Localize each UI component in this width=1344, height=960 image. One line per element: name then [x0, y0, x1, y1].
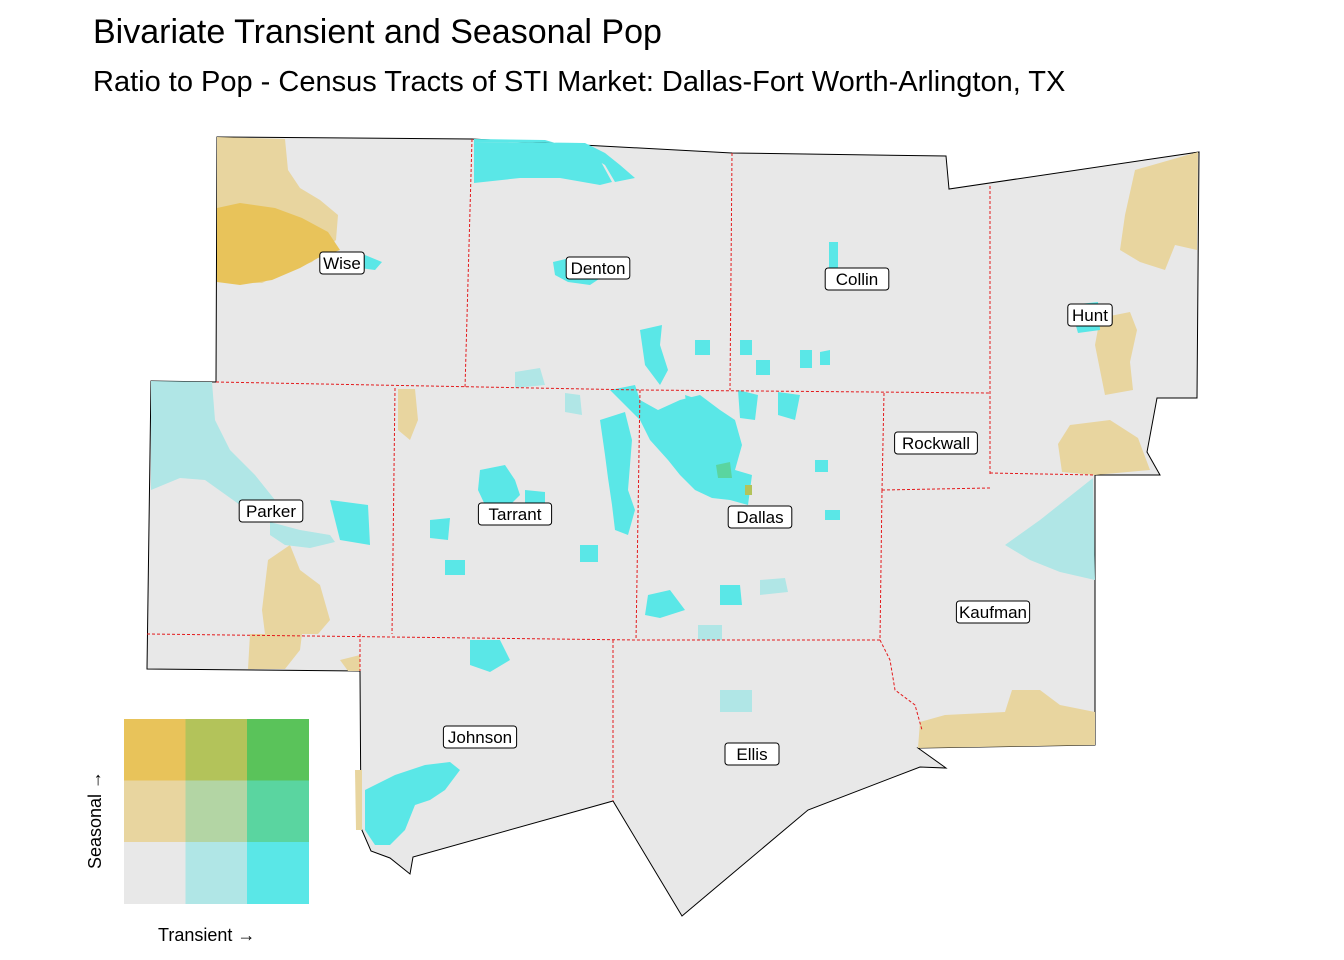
svg-text:Tarrant: Tarrant — [489, 505, 542, 524]
county-label-wise: Wise — [319, 251, 365, 275]
high-seasonal-tracts — [217, 203, 340, 285]
legend-y-label: Seasonal → — [85, 771, 105, 869]
svg-text:Kaufman: Kaufman — [959, 603, 1027, 622]
svg-text:Johnson: Johnson — [448, 728, 512, 747]
legend-cell — [124, 842, 186, 904]
county-label-collin: Collin — [824, 267, 890, 291]
legend-cell — [247, 842, 309, 904]
county-label-rockwall: Rockwall — [894, 431, 978, 455]
legend-x-label: Transient → — [158, 925, 255, 945]
legend-cell — [185, 842, 248, 904]
legend-cell — [185, 780, 248, 843]
bivariate-legend — [124, 719, 309, 904]
county-label-kaufman: Kaufman — [955, 600, 1031, 624]
county-label-denton: Denton — [565, 256, 631, 280]
county-label-dallas: Dallas — [727, 505, 793, 529]
legend-cell — [124, 719, 186, 781]
svg-text:Wise: Wise — [323, 254, 361, 273]
county-label-parker: Parker — [238, 499, 304, 523]
high-transient-tracts — [330, 139, 1100, 845]
legend-cell — [124, 780, 186, 843]
map-title: Bivariate Transient and Seasonal Pop — [93, 13, 662, 51]
mid-transient-tracts — [151, 368, 1095, 712]
county-boundaries — [146, 138, 1096, 801]
county-label-hunt: Hunt — [1067, 303, 1113, 327]
county-label-tarrant: Tarrant — [477, 502, 553, 526]
legend-cell — [247, 780, 309, 843]
svg-text:Hunt: Hunt — [1072, 306, 1108, 325]
svg-text:Denton: Denton — [571, 259, 626, 278]
svg-text:Collin: Collin — [836, 270, 879, 289]
svg-text:Parker: Parker — [246, 502, 296, 521]
legend-cell — [185, 719, 248, 781]
svg-text:Rockwall: Rockwall — [902, 434, 970, 453]
svg-text:Ellis: Ellis — [736, 745, 767, 764]
svg-text:Dallas: Dallas — [736, 508, 783, 527]
high-both-tract — [716, 462, 732, 478]
legend-cell — [247, 719, 309, 781]
county-label-johnson: Johnson — [442, 725, 518, 749]
county-labels: Wise Denton Collin Hunt Rockwall Parker Tarran… — [238, 251, 1113, 766]
map-subtitle: Ratio to Pop - Census Tracts of STI Mark… — [93, 66, 1066, 98]
county-label-ellis: Ellis — [724, 742, 780, 766]
mid-both-tract — [745, 485, 752, 495]
